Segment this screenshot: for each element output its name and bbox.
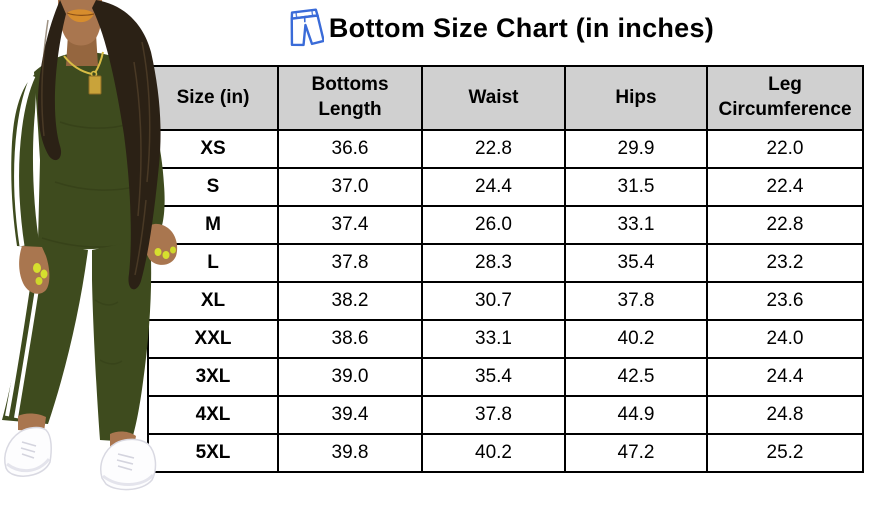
value-cell: 37.0 [277,167,423,207]
size-cell: XL [147,281,279,321]
col-header-bottoms-length: Bottoms Length [277,65,423,131]
header-row: Size (in) Bottoms Length Waist Hips Leg … [147,65,864,131]
white-sneakers [4,426,157,491]
value-cell: 37.4 [277,205,423,245]
table-row: XL 38.2 30.7 37.8 23.6 [147,281,864,321]
value-cell: 39.8 [277,433,423,473]
value-cell: 36.6 [277,129,423,169]
value-cell: 40.2 [564,319,708,359]
value-cell: 29.9 [564,129,708,169]
model-face [58,0,103,66]
jeans-icon [288,8,324,48]
page-title: Bottom Size Chart (in inches) [328,12,715,43]
value-cell: 35.4 [421,357,566,397]
value-cell: 22.0 [706,129,864,169]
value-cell: 23.6 [706,281,864,321]
page-title-row: Bottom Size Chart (in inches) [140,6,862,50]
table-row: L 37.8 28.3 35.4 23.2 [147,243,864,283]
value-cell: 24.4 [706,357,864,397]
value-cell: 23.2 [706,243,864,283]
size-cell: 4XL [147,395,279,435]
value-cell: 24.0 [706,319,864,359]
table-row: 4XL 39.4 37.8 44.9 24.8 [147,395,864,435]
size-cell: 5XL [147,433,279,473]
value-cell: 22.4 [706,167,864,207]
col-header-waist: Waist [421,65,566,131]
value-cell: 37.8 [421,395,566,435]
value-cell: 42.5 [564,357,708,397]
table-row: XXL 38.6 33.1 40.2 24.0 [147,319,864,359]
value-cell: 44.9 [564,395,708,435]
olive-leggings [2,238,152,442]
value-cell: 39.4 [277,395,423,435]
value-cell: 35.4 [564,243,708,283]
necklace [63,51,104,95]
value-cell: 38.2 [277,281,423,321]
size-cell: S [147,167,279,207]
sleeve-stripe [14,74,36,247]
table-row: 5XL 39.8 40.2 47.2 25.2 [147,433,864,473]
col-header-hips: Hips [564,65,708,131]
value-cell: 30.7 [421,281,566,321]
value-cell: 38.6 [277,319,423,359]
value-cell: 37.8 [277,243,423,283]
olive-top [11,52,165,250]
col-header-leg-circumference: Leg Circumference [706,65,864,131]
size-cell: 3XL [147,357,279,397]
size-cell: XXL [147,319,279,359]
table-row: M 37.4 26.0 33.1 22.8 [147,205,864,245]
value-cell: 40.2 [421,433,566,473]
leg-stripes [5,253,44,419]
value-cell: 28.3 [421,243,566,283]
value-cell: 24.4 [421,167,566,207]
value-cell: 47.2 [564,433,708,473]
lips [67,9,94,23]
left-hand [19,246,50,294]
table-row: S 37.0 24.4 31.5 22.4 [147,167,864,207]
size-chart-table: Size (in) Bottoms Length Waist Hips Leg … [147,65,864,473]
value-cell: 39.0 [277,357,423,397]
size-cell: L [147,243,279,283]
size-cell: XS [147,129,279,169]
col-header-size: Size (in) [147,65,279,131]
table-row: 3XL 39.0 35.4 42.5 24.4 [147,357,864,397]
value-cell: 33.1 [421,319,566,359]
size-cell: M [147,205,279,245]
value-cell: 24.8 [706,395,864,435]
value-cell: 26.0 [421,205,566,245]
value-cell: 22.8 [706,205,864,245]
value-cell: 31.5 [564,167,708,207]
table-row: XS 36.6 22.8 29.9 22.0 [147,129,864,169]
value-cell: 22.8 [421,129,566,169]
value-cell: 33.1 [564,205,708,245]
value-cell: 37.8 [564,281,708,321]
value-cell: 25.2 [706,433,864,473]
